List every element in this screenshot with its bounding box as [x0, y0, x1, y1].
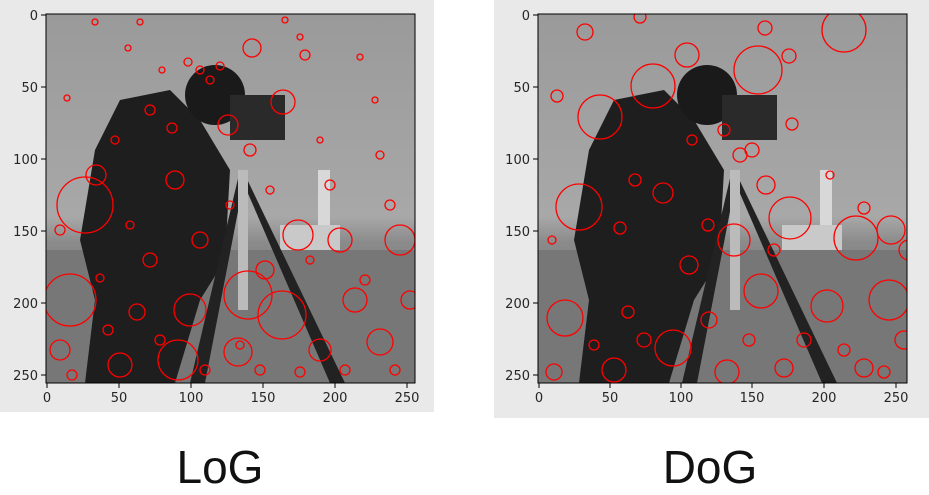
log-y-tick: 200: [13, 297, 38, 312]
log-x-tick: 100: [179, 391, 204, 406]
log-y-tick: 50: [21, 81, 38, 96]
log-y-tick: 0: [30, 9, 38, 24]
dog-caption: DoG: [662, 441, 758, 493]
log-y-tick: 150: [13, 225, 38, 240]
log-y-tick: 250: [13, 369, 38, 384]
log-x-tick: 50: [111, 391, 128, 406]
log-y-axis: 0 50 100 150 200 250: [13, 9, 46, 384]
dog-x-tick: 100: [669, 391, 694, 406]
dog-y-tick: 200: [505, 297, 530, 312]
log-x-tick: 250: [395, 391, 420, 406]
dog-y-tick: 250: [505, 369, 530, 384]
log-y-tick: 100: [13, 153, 38, 168]
dog-y-tick: 50: [513, 81, 530, 96]
dog-y-axis: 0 50 100 150 200 250: [505, 9, 538, 384]
log-image: [46, 14, 415, 383]
log-x-tick: 0: [43, 391, 51, 406]
dog-x-tick: 0: [535, 391, 543, 406]
dog-x-tick: 50: [602, 391, 619, 406]
log-x-tick: 200: [323, 391, 348, 406]
dog-x-tick: 250: [884, 391, 909, 406]
log-caption: LoG: [176, 441, 264, 493]
dog-x-tick: 200: [812, 391, 837, 406]
dog-x-axis: 0 50 100 150 200 250: [535, 383, 909, 406]
dog-image: [538, 14, 907, 383]
dog-y-tick: 150: [505, 225, 530, 240]
log-x-tick: 150: [251, 391, 276, 406]
dog-x-tick: 150: [740, 391, 765, 406]
dog-blob-circles: [545, 14, 907, 383]
dog-y-tick: 100: [505, 153, 530, 168]
dog-y-tick: 0: [522, 9, 530, 24]
log-x-axis: 0 50 100 150 200 250: [43, 383, 420, 406]
dog-plot: 0 50 100 150 200 250 0 50 100 150 200 25…: [505, 9, 909, 406]
log-plot: 0 50 100 150 200 250 0 50 100 150 200 25…: [13, 9, 420, 406]
log-blob-circles: [46, 16, 415, 381]
